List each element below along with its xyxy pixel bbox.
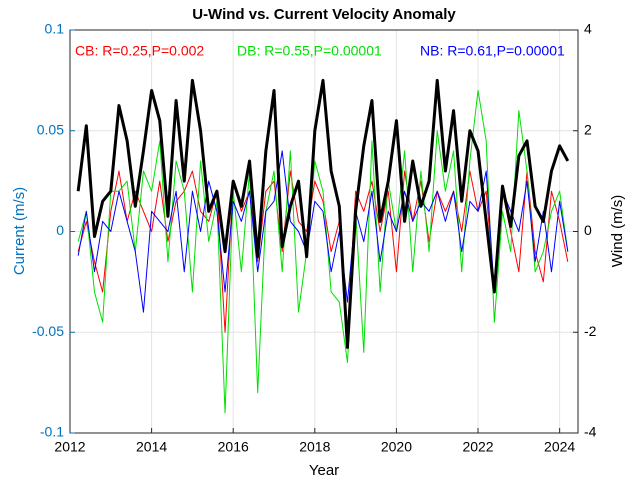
y-axis-label: Current (m/s) (11, 187, 28, 275)
x-tick-label: 2016 (218, 439, 249, 455)
y2-tick-label: -4 (584, 424, 597, 440)
annotation: DB: R=0.55,P=0.00001 (237, 43, 382, 59)
y2-tick-label: 0 (584, 222, 592, 238)
x-tick-label: 2024 (544, 439, 575, 455)
data-line (76, 78, 570, 349)
y2-tick-label: 2 (584, 121, 592, 137)
data-line (77, 89, 569, 414)
x-tick-label: 2014 (136, 439, 167, 455)
x-tick-label: 2020 (381, 439, 412, 455)
y-tick-label: -0.1 (40, 424, 64, 440)
data-line (77, 170, 569, 333)
y-tick-label: 0 (56, 222, 64, 238)
x-tick-label: 2012 (54, 439, 85, 455)
data-line (77, 150, 569, 313)
x-axis-label: Year (309, 462, 339, 479)
y2-axis-label: Wind (m/s) (609, 195, 626, 268)
y-tick-label: 0.05 (37, 121, 64, 137)
y2-tick-label: 4 (584, 21, 592, 37)
y2-tick-label: -2 (584, 323, 597, 339)
annotation: CB: R=0.25,P=0.002 (75, 43, 204, 59)
chart-title: U-Wind vs. Current Velocity Anomaly (192, 6, 456, 23)
y-tick-label: -0.05 (32, 323, 64, 339)
y-tick-label: 0.1 (45, 21, 65, 37)
annotation: NB: R=0.61,P=0.00001 (420, 43, 565, 59)
x-tick-label: 2022 (462, 439, 493, 455)
x-tick-label: 2018 (299, 439, 330, 455)
